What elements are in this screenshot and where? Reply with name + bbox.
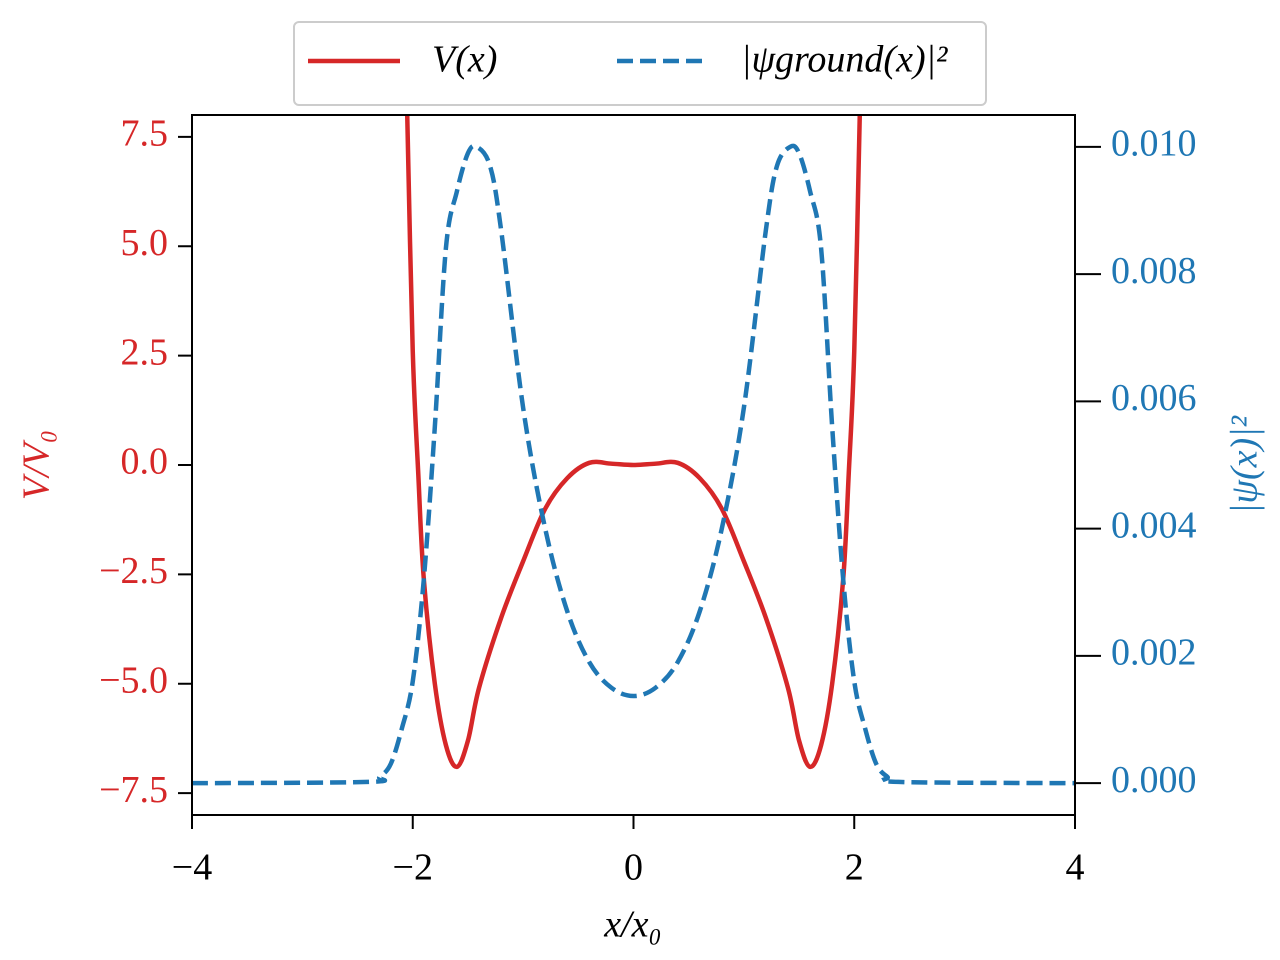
x-tick-label: 4 [1066,847,1085,889]
series-line [192,143,1075,786]
y-tick-label: −7.5 [99,769,168,811]
x-tick-label: 2 [845,847,864,889]
y-tick-label: 2.5 [121,331,169,373]
y2-tick-label: 0.004 [1111,504,1197,546]
series-line [404,115,863,770]
x-tick-label: −4 [172,847,212,889]
y2-tick-label: 0.008 [1111,250,1197,292]
y2-tick-label: 0.010 [1111,123,1197,165]
y-tick-label: −2.5 [99,550,168,592]
y2-axis-label: |ψ(x)|² [1224,415,1266,514]
y-axis-label: V/V₀ [16,430,58,500]
y-tick-label: −5.0 [99,659,168,701]
plot-frame [191,114,1076,816]
x-tick-label: −2 [393,847,433,889]
x-tick-label: 0 [624,847,643,889]
y2-tick-label: 0.006 [1111,377,1197,419]
legend-box [293,21,987,106]
y-tick-label: 0.0 [121,441,169,483]
y-tick-label: 5.0 [121,222,169,264]
x-axis-label: x/x₀ [603,904,662,946]
legend-label: V(x) [432,39,497,81]
y2-tick-label: 0.002 [1111,632,1197,674]
y2-tick-label: 0.000 [1111,759,1197,801]
legend-label: |ψground(x)|² [741,39,948,81]
y-tick-label: 7.5 [121,113,169,155]
